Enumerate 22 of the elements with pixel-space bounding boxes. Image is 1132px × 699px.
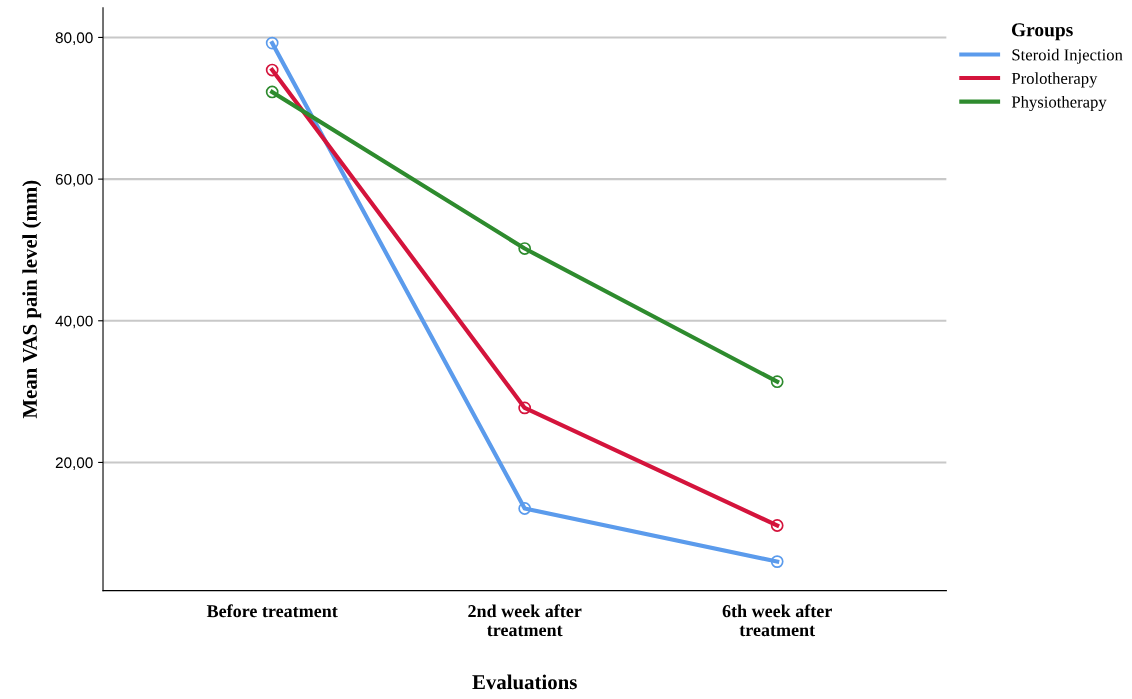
point — [770, 375, 784, 389]
point — [770, 519, 784, 532]
point — [518, 401, 532, 415]
y-tick-label: 80,00 — [55, 32, 93, 45]
y-tick-label: 60,00 — [55, 173, 93, 187]
x-tick-label: Before treatment — [206, 604, 338, 618]
point — [518, 502, 532, 515]
y-tick-label: 40,00 — [55, 315, 93, 329]
legend-label: Physiotherapy — [1011, 95, 1107, 112]
point — [265, 36, 279, 50]
x-tick-label: 2nd week after treatment — [468, 604, 582, 637]
legend-label: Steroid Injection — [1012, 48, 1123, 64]
x-tick-label: 6th week after treatment — [722, 604, 832, 637]
point — [265, 85, 279, 99]
point — [518, 242, 532, 255]
x-axis-title: Evaluations — [472, 674, 577, 690]
legend-title: Groups — [1011, 23, 1073, 41]
legend-label: Prolotherapy — [1011, 72, 1098, 88]
y-axis-title: Mean VAS pain level (mm) — [22, 180, 42, 419]
y-tick-label: 20,00 — [55, 457, 93, 470]
point — [265, 63, 279, 77]
point — [770, 555, 784, 569]
